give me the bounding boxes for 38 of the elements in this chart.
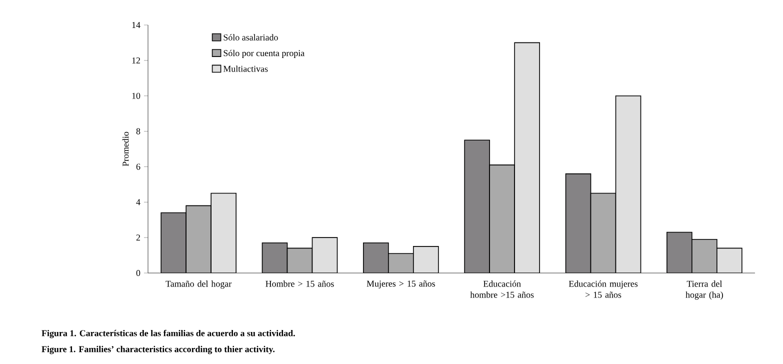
bar (565, 173, 592, 273)
bar (666, 232, 692, 273)
bar (464, 140, 490, 273)
x-tick-label: Mujeres > 15 años (366, 280, 435, 288)
bar (210, 192, 236, 273)
bar (388, 253, 414, 273)
bar (413, 246, 439, 273)
y-tick-label: 8 (136, 128, 140, 134)
text: Figura 1. Características de las familias de acuerdo a su actividad. (42, 330, 295, 338)
y-tick-label: 10 (132, 92, 140, 99)
y-tick-label: 0 (136, 270, 140, 276)
bar (363, 242, 389, 273)
bar (489, 164, 515, 273)
y-tick-label: 14 (132, 22, 140, 28)
legend-label: Sólo asalariado (224, 34, 278, 40)
text: Figure 1. Families’ characteristics according to thier activity. (42, 346, 275, 354)
x-tick-label: Tierra del hogar (ha) (686, 280, 723, 300)
x-tick-label: Tamaño del hogar (166, 280, 232, 289)
bar (262, 242, 288, 273)
bar (615, 95, 642, 273)
x-tick-label: Educación hombre >15 años (470, 280, 534, 298)
y-tick-label: 12 (132, 57, 140, 64)
bar (286, 248, 313, 273)
bar (716, 248, 742, 273)
legend-label: Multiactivas (223, 66, 268, 72)
bar (590, 192, 616, 273)
bar (514, 42, 540, 273)
x-tick-label: Educación mujeres > 15 años (568, 280, 638, 298)
legend-label: Sólo por cuenta propia (224, 50, 304, 58)
bar (160, 212, 186, 273)
bar (312, 237, 338, 273)
y-tick-label: 4 (136, 199, 140, 206)
bar (186, 205, 212, 273)
y-axis-title: Promedio (122, 132, 129, 166)
bar (692, 238, 718, 273)
y-tick-label: 6 (136, 164, 140, 170)
y-tick-label: 2 (136, 234, 140, 241)
x-tick-label: Hombre > 15 años (266, 280, 334, 287)
